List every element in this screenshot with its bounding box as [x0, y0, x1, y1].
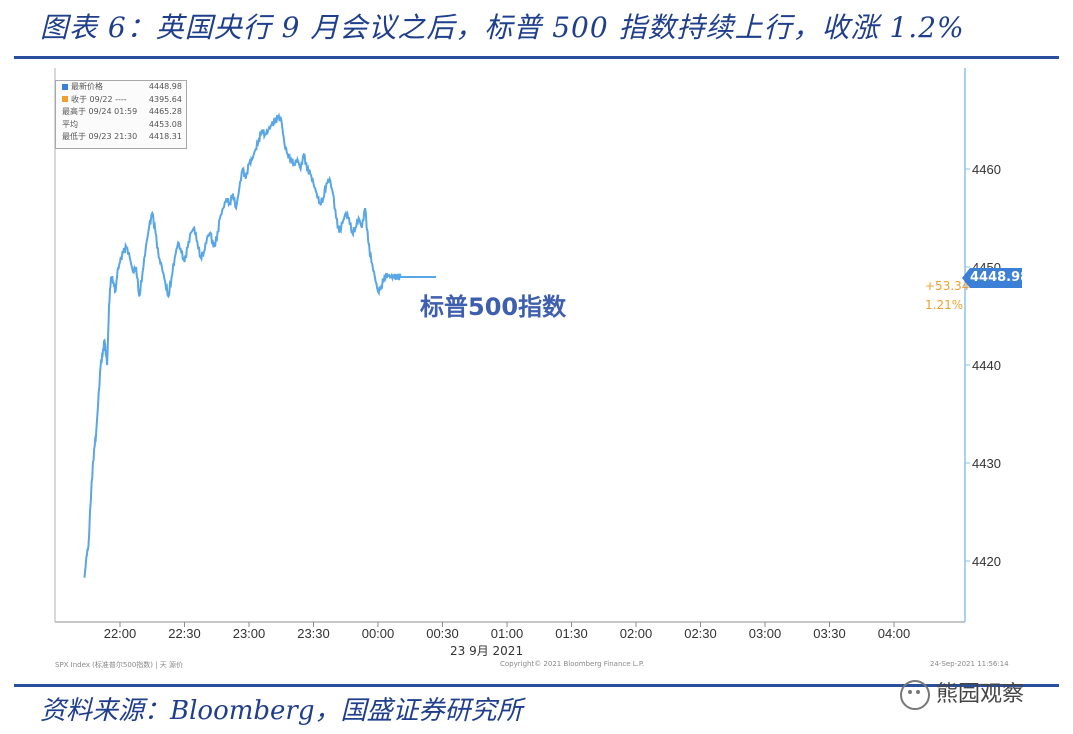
legend-value: 4395.64	[148, 94, 182, 104]
footer-ticker: SPX Index (标准普尔500指数) | 天 源价	[55, 661, 184, 669]
legend-item: 收于 09/22 ---- 4395.64	[56, 94, 186, 107]
footer-timestamp: 24-Sep-2021 11:56:14	[930, 660, 1009, 668]
wechat-icon	[900, 680, 930, 710]
legend-value: 4453.08	[148, 119, 182, 129]
legend-label: 最新价格	[62, 81, 103, 94]
x-tick-label: 00:30	[426, 626, 459, 641]
legend-value: 4465.28	[148, 107, 182, 117]
change-percent: 1.21%	[925, 298, 964, 312]
x-tick-label: 00:00	[362, 626, 395, 641]
legend-label: 最高于 09/24 01:59	[62, 107, 138, 117]
x-tick-label: 22:30	[168, 626, 201, 641]
y-tick-label: 4440	[972, 358, 1001, 373]
legend-value: 4448.98	[148, 82, 182, 91]
change-absolute: +53.34	[925, 279, 970, 293]
x-tick-label: 02:00	[620, 626, 653, 641]
legend-swatch	[62, 83, 68, 90]
x-tick-label: 23:30	[297, 626, 330, 641]
legend-item: 最低于 09/23 21:30 4418.31	[56, 131, 186, 144]
figure-source: 资料来源：Bloomberg，国盛证券研究所	[40, 696, 523, 726]
watermark-text: 熊园观察	[936, 682, 1025, 707]
figure-title: 图表 6：英国央行 9 月会议之后，标普 500 指数持续上行，收涨 1.2%	[40, 11, 965, 44]
legend-value: 4418.31	[148, 132, 182, 142]
y-tick-label: 4460	[972, 162, 1001, 177]
x-tick-label: 01:00	[491, 626, 524, 641]
legend-label: 收于 09/22 ----	[62, 94, 127, 107]
title-rule	[14, 56, 1059, 59]
watermark: 熊园观察	[900, 676, 1024, 710]
source-rule	[14, 684, 1059, 687]
chart-legend: 最新价格 4448.98 收于 09/22 ---- 4395.64 最高于 09/24…	[55, 80, 187, 149]
x-tick-label: 03:30	[813, 626, 846, 641]
x-tick-label: 23:00	[233, 626, 266, 641]
spx-price-line	[83, 112, 437, 578]
x-tick-label: 02:30	[684, 626, 717, 641]
x-tick-label: 04:00	[878, 626, 911, 641]
x-date-label: 23 9月 2021	[450, 644, 524, 658]
x-tick-label: 22:00	[104, 626, 137, 641]
series-label: 标普500指数	[420, 293, 567, 321]
legend-item: 最高于 09/24 01:59 4465.28	[56, 106, 186, 119]
y-tick-label: 4430	[972, 456, 1001, 471]
legend-swatch	[62, 96, 68, 103]
x-tick-label: 03:00	[749, 626, 782, 641]
legend-label: 最低于 09/23 21:30	[62, 132, 138, 142]
legend-label: 平均	[62, 119, 78, 129]
footer-copyright: Copyright© 2021 Bloomberg Finance L.P.	[500, 660, 645, 668]
last-price-tag: 4448.98	[962, 268, 1029, 288]
y-tick-label: 4420	[972, 554, 1001, 569]
legend-item: 最新价格 4448.98	[56, 81, 186, 94]
x-tick-label: 01:30	[555, 626, 588, 641]
legend-item: 平均 4453.08	[56, 119, 186, 132]
